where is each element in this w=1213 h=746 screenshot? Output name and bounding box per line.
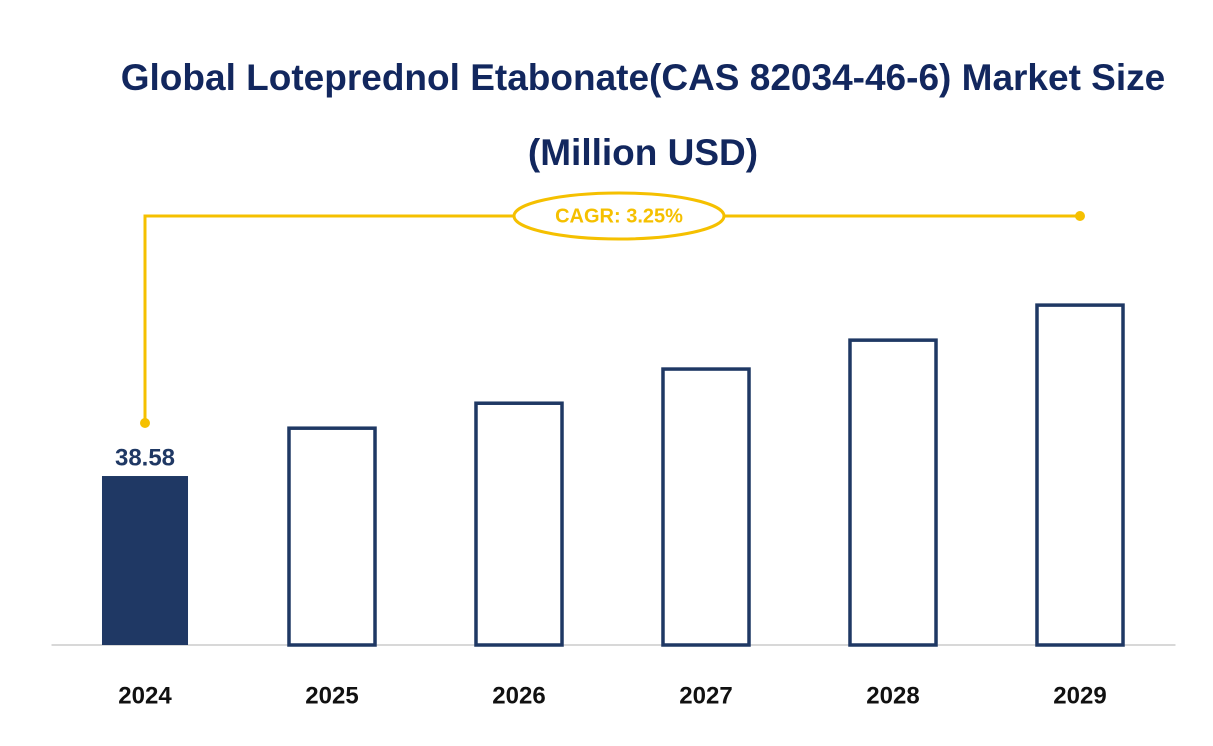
bar [474, 401, 564, 647]
cagr-dot [140, 418, 150, 428]
cagr-label: CAGR: 3.25% [555, 205, 683, 227]
cagr-badge [512, 191, 726, 241]
x-tick-label: 2026 [492, 682, 545, 709]
cagr-bracket [143, 214, 1080, 423]
x-tick-label: 2025 [305, 682, 358, 709]
bar [848, 338, 938, 647]
x-tick-label: 2029 [1053, 682, 1106, 709]
bar [287, 426, 377, 647]
value-label: 38.58 [115, 444, 175, 471]
bar [1035, 303, 1125, 647]
bar [101, 476, 189, 645]
bar [661, 367, 751, 647]
x-tick-label: 2024 [118, 682, 172, 709]
chart-title: Global Loteprednol Etabonate(CAS 82034-4… [120, 57, 1166, 173]
x-tick-label: 2027 [679, 682, 732, 709]
cagr-dot [1075, 211, 1085, 221]
x-tick-label: 2028 [866, 682, 919, 709]
